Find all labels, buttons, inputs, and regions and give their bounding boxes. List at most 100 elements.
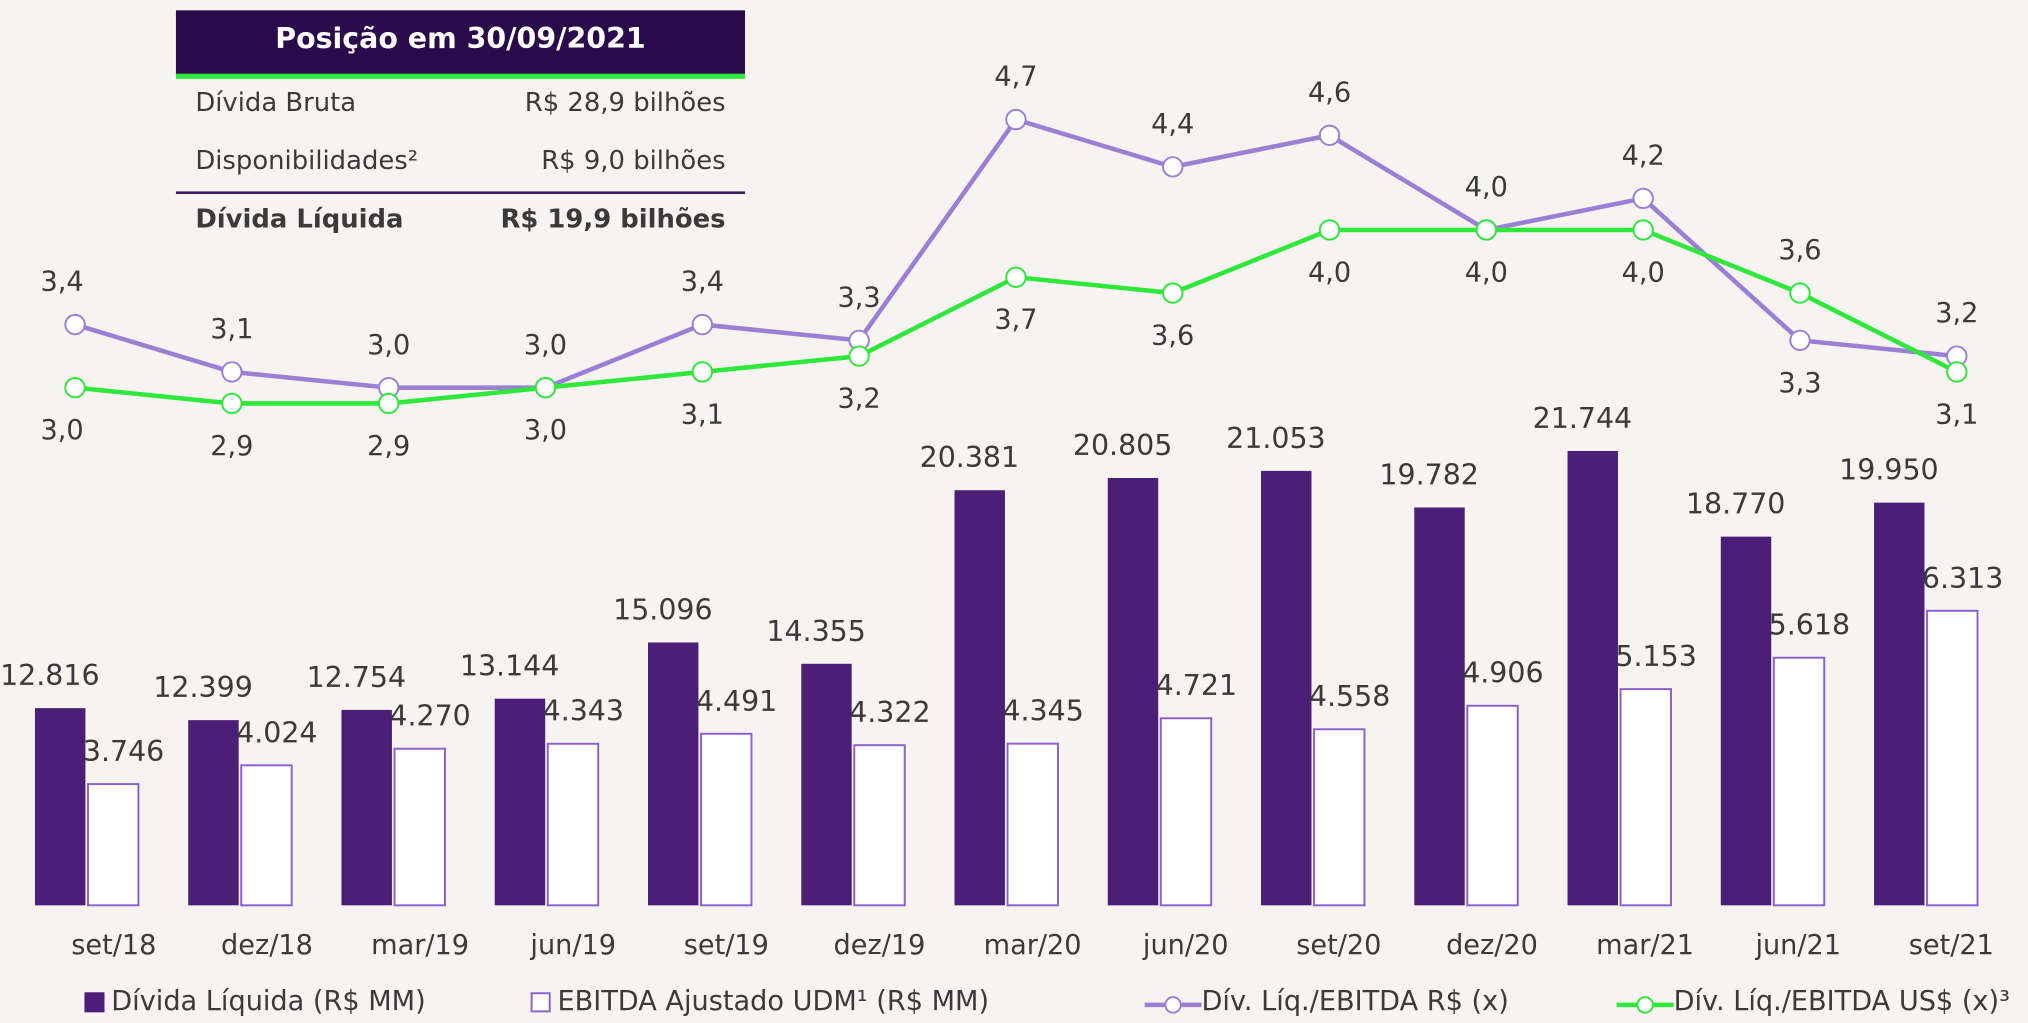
line-point [1632,219,1654,241]
table-cell: Dívida Líquida [195,204,403,234]
data-label: 4.558 [1309,680,1390,713]
bar [1619,688,1672,907]
data-label: 5.153 [1615,640,1696,673]
x-tick-label: jun/19 [529,930,616,961]
data-label: 2,9 [367,431,410,462]
data-label: 3,2 [1935,298,1978,329]
bar [546,742,600,907]
legend-label: Dív. Líq./EBITDA US$ (x)³ [1674,986,2010,1017]
line-point [64,377,86,399]
table-cell: R$ 9,0 bilhões [541,146,725,176]
data-label: 4,0 [1308,257,1351,288]
bar [1926,609,1979,907]
data-label: 3,3 [1778,368,1821,399]
bar [1874,502,1925,906]
x-tick-label: set/18 [71,930,156,961]
data-label: 12.399 [153,671,253,704]
data-label: 3,1 [1935,399,1978,430]
x-tick-label: jun/20 [1142,930,1229,961]
data-label: 12.816 [0,659,100,692]
data-label: 4,6 [1308,77,1351,108]
bar [801,663,852,906]
data-label: 19.950 [1839,454,1939,487]
data-label: 4.270 [389,700,470,733]
bar [393,747,446,907]
line-point [848,345,870,367]
line-point [1318,219,1341,241]
x-tick-label: dez/19 [834,930,926,961]
bar [1313,728,1366,907]
line-point [378,392,400,415]
bar [1414,507,1465,906]
line-point [64,313,86,336]
legend-label: EBITDA Ajustado UDM¹ (R$ MM) [557,986,989,1017]
line-point [1162,282,1184,304]
data-label: 3,0 [41,415,84,446]
table-header [175,10,745,76]
bar [1159,717,1213,907]
data-label: 3,4 [41,267,84,298]
table-cell: Disponibilidades² [195,146,418,176]
data-label: 4,4 [1151,109,1194,140]
data-label: 4,0 [1465,257,1508,288]
line-point [1162,156,1184,178]
bar [1006,742,1059,907]
line-point [1789,282,1811,304]
data-label: 4.345 [1002,695,1083,728]
data-label: 3,0 [524,330,567,361]
data-label: 4,0 [1465,172,1508,203]
x-tick-label: set/20 [1296,930,1381,961]
line-point [1318,124,1341,146]
data-label: 13.144 [460,650,560,683]
data-label: 5.618 [1769,609,1850,642]
data-label: 3.746 [83,735,164,768]
x-tick-label: jun/21 [1754,930,1841,961]
bar [87,783,140,907]
bar [341,709,392,906]
data-label: 4.024 [236,716,317,749]
data-label: 20.381 [920,441,1020,474]
line-point [221,392,243,415]
legend-marker [530,992,551,1013]
data-label: 6.313 [1922,562,2003,595]
bar [1107,478,1159,906]
bar [1261,470,1312,906]
bar [853,744,906,907]
data-label: 3,4 [681,267,724,298]
line-point [1475,219,1498,241]
data-label: 2,9 [210,431,253,462]
bar [34,708,86,906]
legend-marker [1164,996,1182,1014]
line-point [1005,266,1027,288]
data-label: 3,1 [210,314,253,345]
line-point [1946,361,1968,383]
data-label: 4.343 [543,695,624,728]
bar [188,720,239,906]
bar [954,490,1005,906]
data-label: 3,7 [994,305,1037,336]
data-label: 20.805 [1073,429,1173,462]
line-point [1005,108,1027,131]
data-label: 3,6 [1778,235,1821,266]
line-point [221,361,243,383]
data-label: 3,0 [367,330,410,361]
bar [647,642,699,906]
legend-label: Dív. Líq./EBITDA R$ (x) [1202,986,1509,1017]
data-label: 12.754 [307,661,407,694]
x-tick-label: mar/21 [1596,930,1694,961]
table-accent [175,73,745,79]
legend-marker [1636,996,1654,1014]
bar [700,732,753,907]
legend-marker [84,992,105,1013]
data-label: 21.744 [1533,402,1633,435]
bar [240,764,293,907]
x-tick-label: dez/20 [1446,930,1538,961]
x-tick-label: mar/19 [371,930,469,961]
line-point [691,361,713,383]
bar [1567,450,1618,906]
data-label: 4.322 [849,696,930,729]
data-label: 3,0 [524,415,567,446]
data-label: 14.355 [766,615,866,648]
bar [1772,656,1826,907]
